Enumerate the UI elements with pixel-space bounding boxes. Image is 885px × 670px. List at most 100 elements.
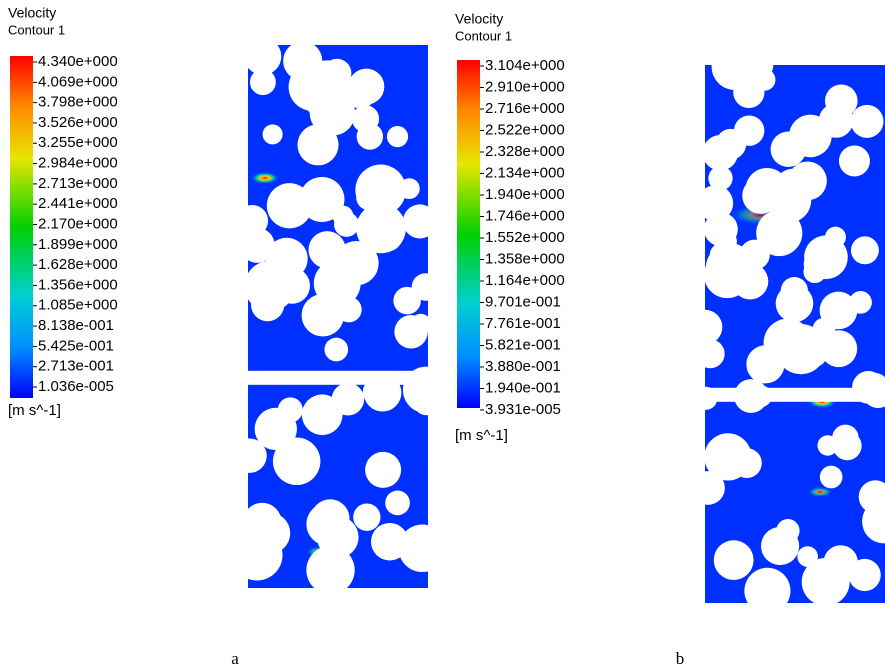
legend-label: 1.940e-001 — [485, 379, 561, 396]
grain — [402, 204, 428, 239]
grain — [306, 545, 355, 588]
grain — [832, 424, 859, 452]
legend-label: 1.356e+000 — [38, 276, 118, 293]
grain — [332, 205, 354, 227]
grain — [819, 465, 843, 489]
grain — [705, 185, 734, 222]
grain — [365, 451, 402, 488]
legend-unit: [m s^-1] — [8, 402, 61, 419]
legend-label: 3.104e+000 — [485, 57, 565, 74]
legend-label: 1.358e+000 — [485, 250, 565, 267]
grain — [254, 407, 297, 451]
legend-label: 1.036e-005 — [38, 378, 114, 395]
legend-label: 9.701e-001 — [485, 293, 561, 310]
grain — [705, 471, 725, 505]
grain — [324, 337, 349, 362]
grain — [353, 503, 381, 531]
legend-label: 3.526e+000 — [38, 114, 118, 131]
legend-label: 7.761e-001 — [485, 315, 561, 332]
contour-plot — [248, 45, 428, 588]
grain — [356, 203, 406, 254]
legend-label: 2.984e+000 — [38, 155, 118, 172]
legend-label: 4.069e+000 — [38, 73, 118, 90]
grain — [393, 286, 421, 315]
legend-label: 5.821e-001 — [485, 336, 561, 353]
legend-label: 2.910e+000 — [485, 78, 565, 95]
grain — [713, 540, 754, 581]
legend-subtitle: Contour 1 — [8, 22, 65, 37]
grain — [386, 125, 409, 148]
grain — [248, 438, 267, 473]
caption: b — [676, 649, 685, 668]
legend-subtitle: Contour 1 — [455, 28, 512, 43]
grain — [770, 131, 807, 167]
legend-label: 2.716e+000 — [485, 100, 565, 117]
grain — [355, 164, 407, 216]
legend-label: 1.940e+000 — [485, 186, 565, 203]
grain — [820, 330, 858, 368]
legend-label: 2.522e+000 — [485, 121, 565, 138]
legend-label: 2.170e+000 — [38, 215, 118, 232]
legend-label: 2.713e-001 — [38, 358, 114, 375]
grain — [248, 45, 282, 75]
grain — [776, 519, 800, 543]
grain — [705, 339, 725, 369]
grain — [308, 231, 346, 269]
legend-title: Velocity — [8, 5, 56, 21]
legend-label: 2.441e+000 — [38, 195, 118, 212]
colorbar — [457, 60, 480, 408]
grain — [362, 377, 392, 407]
grain — [356, 123, 384, 150]
grain — [797, 546, 818, 567]
grain — [824, 84, 858, 118]
grain — [708, 166, 733, 191]
grain — [314, 269, 344, 298]
grain — [413, 390, 428, 416]
legend-label: 1.746e+000 — [485, 207, 565, 224]
grain — [862, 499, 885, 544]
legend-label: 8.138e-001 — [38, 317, 114, 334]
grain — [301, 60, 353, 112]
grain — [249, 512, 291, 554]
legend-label: 2.713e+000 — [38, 175, 118, 192]
legend-label: 1.628e+000 — [38, 256, 118, 273]
grain — [306, 502, 350, 546]
grain — [250, 287, 285, 322]
legend-label: 2.134e+000 — [485, 164, 565, 181]
grain — [849, 291, 872, 314]
grain — [265, 237, 308, 280]
legend-title: Velocity — [455, 11, 503, 27]
legend-label: 3.255e+000 — [38, 134, 118, 151]
grain — [763, 318, 813, 368]
grain — [801, 557, 850, 603]
grain — [248, 227, 275, 263]
grain — [744, 567, 791, 603]
grain — [385, 490, 410, 516]
grain — [825, 226, 846, 248]
grain — [297, 124, 339, 166]
legend-label: 1.164e+000 — [485, 272, 565, 289]
legend-label: 5.425e-001 — [38, 337, 114, 354]
grain — [301, 293, 345, 337]
grain — [370, 523, 409, 561]
grain — [398, 178, 420, 199]
grain — [331, 382, 365, 416]
grain — [850, 236, 879, 265]
grain — [838, 145, 870, 177]
grain — [766, 177, 812, 223]
contour-plot — [705, 65, 885, 603]
legend-label: 1.552e+000 — [485, 229, 565, 246]
grain — [775, 284, 814, 323]
legend-label: 3.880e-001 — [485, 358, 561, 375]
legend-label: 3.931e-005 — [485, 401, 561, 418]
legend-unit: [m s^-1] — [455, 427, 508, 444]
legend-label: 2.328e+000 — [485, 143, 565, 160]
legend-label: 1.899e+000 — [38, 236, 118, 253]
gap — [248, 370, 428, 385]
gap — [705, 387, 885, 402]
legend-label: 4.340e+000 — [38, 53, 118, 70]
grain — [266, 183, 313, 229]
